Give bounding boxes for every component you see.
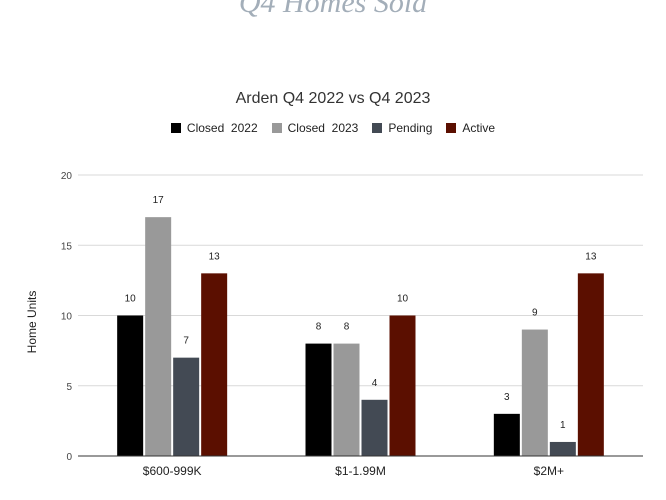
bar-value-label: 13 <box>209 251 221 262</box>
bar <box>389 315 416 456</box>
legend-item-pending: Pending <box>372 121 432 135</box>
y-tick-label: 15 <box>61 241 73 252</box>
legend-label: Closed 2022 <box>186 121 258 135</box>
bar <box>577 273 604 456</box>
bar <box>305 343 332 456</box>
legend-swatch <box>446 123 457 133</box>
legend-swatch <box>372 123 383 133</box>
bar <box>521 329 548 456</box>
legend-item-closed-2023: Closed 2023 <box>271 121 359 135</box>
bar-value-label: 9 <box>532 308 538 319</box>
legend-swatch <box>170 123 181 133</box>
bar-value-label: 17 <box>153 195 165 206</box>
page-heading: Q4 Homes Sold <box>238 0 428 19</box>
bar-value-label: 7 <box>183 336 189 347</box>
bar-value-label: 3 <box>504 392 510 403</box>
chart-legend: Closed 2022 Closed 2023 Pending Active <box>0 121 666 135</box>
bar-value-label: 4 <box>372 378 378 389</box>
legend-label: Closed 2023 <box>287 121 359 135</box>
bar <box>493 413 520 456</box>
bar-value-label: 10 <box>125 294 137 305</box>
bar-value-label: 13 <box>585 251 597 262</box>
legend-label: Pending <box>388 121 433 135</box>
x-tick-label: $600-999K <box>143 464 202 478</box>
legend-label: Active <box>462 121 496 135</box>
y-tick-label: 20 <box>61 171 73 182</box>
y-tick-label: 10 <box>61 312 73 323</box>
bar-value-label: 8 <box>344 322 350 333</box>
bar <box>361 399 388 456</box>
chart-title: Arden Q4 2022 vs Q4 2023 <box>235 90 431 107</box>
bar <box>117 315 144 456</box>
bar <box>173 357 200 456</box>
bar <box>145 217 172 456</box>
y-tick-label: 0 <box>66 452 72 463</box>
y-tick-label: 5 <box>66 382 72 393</box>
legend-item-closed-2022: Closed 2022 <box>170 121 258 135</box>
legend-item-active: Active <box>446 121 495 135</box>
bar <box>333 343 360 456</box>
legend-swatch <box>271 123 282 133</box>
x-tick-label: $2M+ <box>534 464 564 478</box>
bar-value-label: 10 <box>397 294 409 305</box>
bar <box>201 273 228 456</box>
bar-value-label: 1 <box>560 420 566 431</box>
bar <box>549 441 576 456</box>
bar-value-label: 8 <box>316 322 322 333</box>
x-tick-label: $1-1.99M <box>335 464 386 478</box>
